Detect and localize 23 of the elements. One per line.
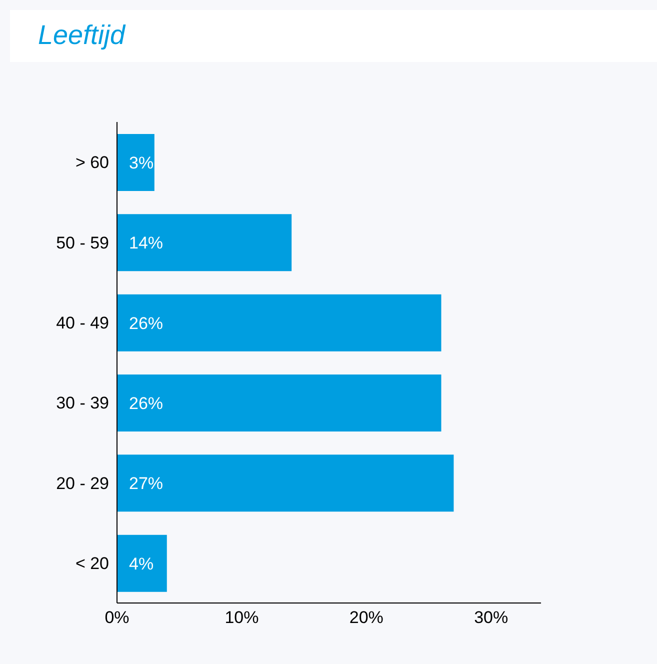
data-label: 4% xyxy=(129,554,154,574)
x-tick-label: 30% xyxy=(474,608,508,628)
data-label: 14% xyxy=(129,234,164,253)
data-label: 26% xyxy=(129,394,164,414)
bar xyxy=(117,534,167,592)
bar xyxy=(117,134,154,191)
chart-title: Leeftijd xyxy=(38,20,126,51)
bar xyxy=(117,374,442,432)
bar xyxy=(117,294,442,352)
x-tick-label: 10% xyxy=(224,608,259,628)
y-tick-label: 50 - 59 xyxy=(56,233,109,252)
y-tick-label: > 60 xyxy=(75,153,109,172)
x-tick-label: 20% xyxy=(349,608,384,628)
data-label: 26% xyxy=(129,314,164,333)
y-tick-label: 40 - 49 xyxy=(56,313,109,332)
data-label: 3% xyxy=(129,154,154,173)
y-tick-label: 20 - 29 xyxy=(56,474,109,493)
bar xyxy=(117,214,292,272)
data-label: 27% xyxy=(129,474,164,494)
bar xyxy=(117,454,454,512)
y-tick-label: 30 - 39 xyxy=(56,394,109,413)
x-tick-label: 0% xyxy=(104,608,130,628)
y-tick-label: < 20 xyxy=(75,554,109,573)
